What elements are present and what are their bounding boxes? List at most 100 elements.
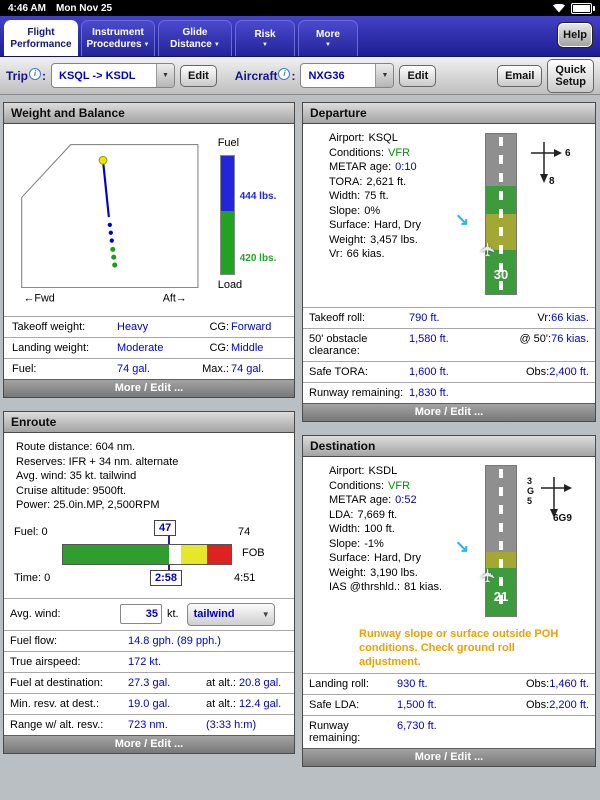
trip-select[interactable]: KSQL -> KSDL ▼ <box>51 63 176 88</box>
tab-instrument-procedures[interactable]: Instrument Procedures ▼ <box>81 20 155 56</box>
gauge-bar <box>62 543 232 565</box>
toolbar: Trip i: KSQL -> KSDL ▼ Edit Aircraft i: NX… <box>0 57 600 95</box>
row-label: Obs: <box>526 366 550 378</box>
gauge-fuel-zero: Fuel: 0 <box>14 525 48 538</box>
tab-bar: Flight Performance Instrument Procedures… <box>0 16 600 57</box>
crosswind-value: 3G5 <box>527 476 535 506</box>
time-max-label: 4:51 <box>234 571 256 584</box>
table-row: True airspeed: 172 kt. <box>4 650 294 672</box>
row-label: Runway remaining: <box>309 387 404 399</box>
departure-more-edit-button[interactable]: More / Edit ... <box>303 403 595 421</box>
info-label: METAR age: <box>329 494 392 506</box>
table-row: Min. resv. at dest.: 19.0 gal. at alt.: … <box>4 692 294 714</box>
row-value: 2,200 ft. <box>549 699 589 711</box>
tab-label: Flight <box>27 26 55 38</box>
wind-indicator-icon: 6 8 <box>529 140 585 196</box>
gauge-time-zero: Time: 0 <box>14 571 51 584</box>
info-line: Power: 25.0in.MP, 2,500RPM <box>16 499 160 511</box>
row-label: Obs: <box>526 678 550 690</box>
row-value: 723 nm. <box>128 718 168 731</box>
row-value: 930 ft. <box>397 678 428 690</box>
row-value: Heavy <box>117 321 149 333</box>
aircraft-edit-button[interactable]: Edit <box>399 64 437 87</box>
quick-setup-button[interactable]: Quick Setup <box>547 58 594 93</box>
row-value: 14.8 gph. (89 pph.) <box>128 634 221 647</box>
tab-label: More <box>316 28 340 40</box>
tab-risk[interactable]: Risk ▼ <box>235 20 295 56</box>
row-value: 74 gal. <box>231 363 265 375</box>
load-gauge-label: Load <box>217 279 243 291</box>
enroute-more-edit-button[interactable]: More / Edit ... <box>4 734 294 753</box>
tab-glide-distance[interactable]: Glide Distance ▼ <box>158 20 232 56</box>
table-row: Landing weight: Moderate CG: Middle <box>4 337 294 358</box>
info-line: Cruise altitude: 9500ft. <box>16 484 127 497</box>
info-value: 75 ft. <box>364 190 389 202</box>
departure-overview: Airport: KSQL Conditions: VFR METAR age: 0:… <box>303 124 595 307</box>
row-label: 50' obstacle clearance: <box>309 333 368 357</box>
row-value: Middle <box>231 342 264 354</box>
section-title: Destination <box>302 435 596 456</box>
row-value: 1,580 ft. <box>409 333 449 345</box>
row-value: Moderate <box>117 342 164 354</box>
gauge-segment-red <box>207 544 231 564</box>
info-label: Weight: <box>329 566 367 579</box>
email-button[interactable]: Email <box>497 64 543 87</box>
row-value: 74 gal. <box>117 363 151 375</box>
aircraft-select[interactable]: NXG36 ▼ <box>300 63 395 88</box>
destination-more-edit-button[interactable]: More / Edit ... <box>303 748 595 766</box>
trip-edit-button[interactable]: Edit <box>180 64 217 87</box>
fuel-bar-segment <box>220 156 234 212</box>
table-row: Takeoff roll: 790 ft. Vr:66 kias. <box>303 307 595 328</box>
headwind-value: 8 <box>549 176 555 187</box>
info-label: Surface: <box>329 552 370 564</box>
row-value: 20.8 gal. <box>239 676 282 689</box>
row-value: 1,600 ft. <box>409 366 449 378</box>
row-label: Fuel: <box>12 363 37 375</box>
info-label: Width: <box>329 523 361 535</box>
tab-label: Glide <box>182 26 208 38</box>
info-label: TORA: <box>329 175 363 188</box>
row-label: Obs: <box>526 699 550 711</box>
wb-more-edit-button[interactable]: More / Edit ... <box>4 379 294 397</box>
trip-label: Trip i: <box>6 68 47 83</box>
help-button[interactable]: Help <box>557 22 593 48</box>
fob-label: FOB <box>242 546 265 559</box>
table-row: Fuel: 74 gal. Max.: 74 gal. <box>4 358 294 379</box>
row-label: Max.: <box>202 363 229 375</box>
enroute-section: Enroute Route distance: 604 nm. Reserves… <box>3 411 295 754</box>
wind-direction-select[interactable]: tailwind ▼ <box>186 602 275 626</box>
runway-centerline <box>499 137 503 291</box>
row-label: Safe LDA: <box>309 699 360 711</box>
fuel-weight-value: 444 lbs. <box>239 191 277 202</box>
approach-arrow-icon: ↘ <box>455 210 470 229</box>
tab-label: Procedures <box>86 38 142 50</box>
tab-flight-performance[interactable]: Flight Performance <box>4 20 78 56</box>
info-icon[interactable]: i <box>278 68 291 80</box>
trip-value: KSQL -> KSDL <box>59 69 136 82</box>
row-label: Landing roll: <box>309 678 369 690</box>
info-value: VFR <box>388 479 411 492</box>
date: Mon Nov 25 <box>55 2 113 14</box>
fuel-time-gauge: Fuel: 0 Time: 0 47 2:58 74 FOB <box>10 519 288 594</box>
info-icon[interactable]: i <box>29 68 42 80</box>
wind-indicator-icon: 3G5 6G9 <box>527 475 583 531</box>
row-value: 12.4 gal. <box>239 697 282 710</box>
gauge-segment-white <box>168 544 181 564</box>
info-value: Hard, Dry <box>373 219 422 231</box>
info-label: Conditions: <box>329 479 385 492</box>
departure-runway-graphic: 30 ✈ <box>478 133 517 295</box>
info-value: Hard, Dry <box>373 552 422 564</box>
table-row: Runway remaining: 1,830 ft. <box>303 382 595 403</box>
chevron-down-icon: ▼ <box>325 41 331 48</box>
aircraft-value: NXG36 <box>308 69 345 82</box>
info-value: KSDL <box>368 465 398 477</box>
avg-wind-input[interactable] <box>120 604 162 624</box>
aircraft-label: Aircraft i: <box>234 68 296 83</box>
runway-centerline <box>499 469 503 613</box>
chevron-down-icon: ▼ <box>213 41 220 48</box>
info-value: KSQL <box>368 132 398 144</box>
crosswind-value: 6 <box>565 148 571 159</box>
info-value: 3,190 lbs. <box>370 566 418 579</box>
battery-icon <box>571 2 595 14</box>
tab-more[interactable]: More ▼ <box>298 20 358 56</box>
